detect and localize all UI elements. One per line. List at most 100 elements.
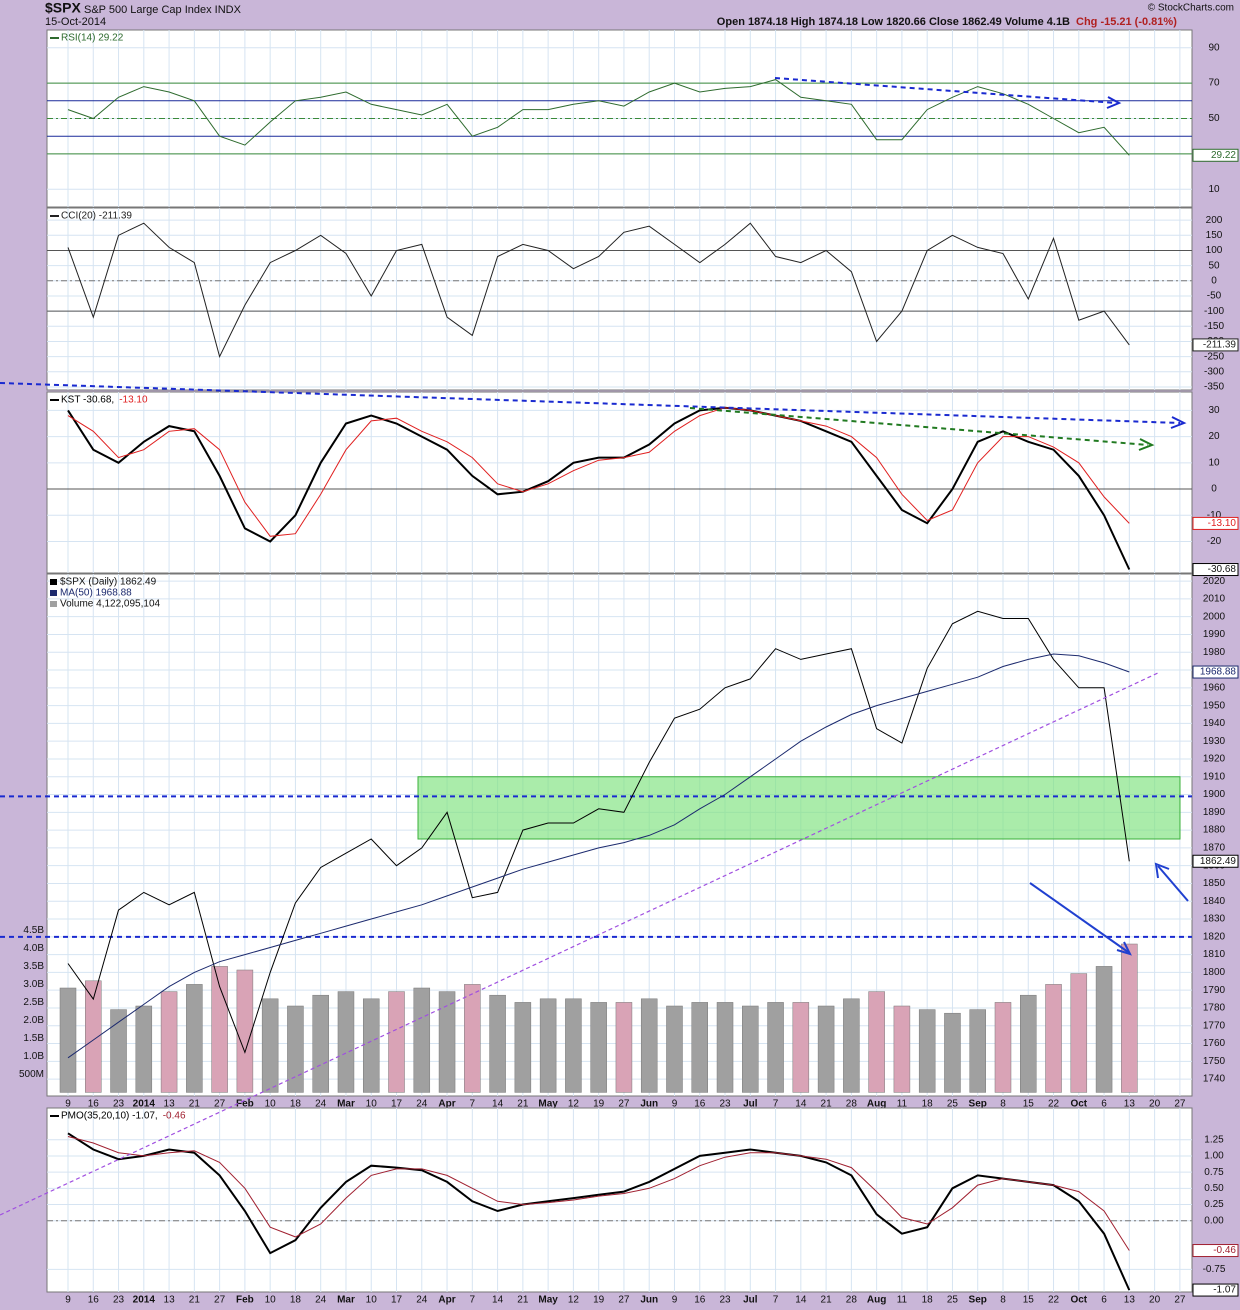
volume-bar bbox=[1020, 994, 1037, 1093]
trend-arrow bbox=[0, 382, 1181, 424]
y2-tick-label: 4.0B bbox=[23, 943, 44, 954]
x-tick-label: 9 bbox=[65, 1099, 71, 1110]
symbol: $SPX bbox=[45, 0, 81, 16]
y-tick-label: 1960 bbox=[1203, 682, 1226, 693]
x-tick-label: Mar bbox=[337, 1099, 355, 1110]
volume-bar bbox=[135, 1005, 153, 1093]
trend-line bbox=[0, 671, 1161, 1216]
legend-swatch bbox=[50, 590, 57, 596]
x-tick-label: 15 bbox=[1023, 1295, 1035, 1306]
y-tick-label: 1770 bbox=[1203, 1020, 1226, 1031]
y-tick-label: 1950 bbox=[1203, 700, 1226, 711]
y-tick-label: 0.75 bbox=[1204, 1167, 1224, 1178]
x-tick-label: 18 bbox=[922, 1099, 934, 1110]
volume-bar bbox=[85, 980, 102, 1093]
date: 15-Oct-2014 bbox=[45, 16, 106, 28]
x-tick-label: 13 bbox=[1124, 1099, 1136, 1110]
y-tick-label: 1740 bbox=[1203, 1074, 1226, 1085]
arrow bbox=[1157, 865, 1189, 902]
y-tick-label: 20 bbox=[1208, 431, 1220, 442]
x-tick-label: 23 bbox=[113, 1099, 125, 1110]
series-line bbox=[67, 1132, 1131, 1291]
volume-bar bbox=[489, 994, 506, 1093]
volume-bar bbox=[565, 998, 582, 1093]
panels: 9070503010RSI(14) 29.2229.22200150100500… bbox=[0, 29, 1239, 1306]
y-tick-label: 90 bbox=[1208, 42, 1220, 53]
y2-tick-label: 1.5B bbox=[23, 1033, 44, 1044]
x-tick-label: 12 bbox=[568, 1295, 580, 1306]
series-line bbox=[67, 222, 1130, 359]
volume-bar bbox=[59, 987, 77, 1093]
y-tick-label: 1.00 bbox=[1204, 1151, 1224, 1162]
x-tick-label: 23 bbox=[113, 1295, 125, 1306]
x-tick-label: 10 bbox=[265, 1099, 277, 1110]
x-tick-label: Jun bbox=[640, 1099, 658, 1110]
x-tick-label: Aug bbox=[867, 1295, 886, 1306]
x-tick-label: 7 bbox=[470, 1099, 476, 1110]
x-tick-label: 23 bbox=[719, 1099, 731, 1110]
value-tag bbox=[1192, 516, 1239, 530]
y-tick-label: -20 bbox=[1207, 536, 1222, 547]
x-tick-label: 21 bbox=[517, 1295, 529, 1306]
x-tick-label: Aug bbox=[867, 1099, 886, 1110]
y-tick-label: 1840 bbox=[1203, 896, 1226, 907]
x-tick-label: 21 bbox=[517, 1099, 529, 1110]
value-tag bbox=[1192, 854, 1239, 868]
x-tick-label: Mar bbox=[337, 1295, 355, 1306]
x-tick-label: 11 bbox=[897, 1295, 908, 1306]
legend-label: -13.10 bbox=[119, 395, 148, 406]
value-tag bbox=[1192, 665, 1239, 679]
volume-bar bbox=[994, 1002, 1012, 1093]
x-tick-label: 19 bbox=[593, 1099, 605, 1110]
x-tick-label: Jun bbox=[640, 1295, 658, 1306]
y-tick-label: 1800 bbox=[1203, 967, 1226, 978]
y-tick-label: 1830 bbox=[1203, 914, 1226, 925]
y-tick-label: 1780 bbox=[1203, 1003, 1226, 1014]
x-tick-label: Apr bbox=[438, 1295, 455, 1306]
y-tick-label: 0.25 bbox=[1204, 1199, 1224, 1210]
value-tag-label: 1862.49 bbox=[1200, 856, 1237, 867]
x-tick-label: 21 bbox=[821, 1295, 833, 1306]
arrow-head bbox=[1170, 416, 1187, 429]
volume-bar bbox=[590, 1002, 607, 1093]
x-tick-label: 6 bbox=[1101, 1099, 1107, 1110]
legend-label: Volume 4,122,095,104 bbox=[60, 599, 161, 610]
x-tick-label: 25 bbox=[947, 1295, 959, 1306]
y-tick-label: -150 bbox=[1204, 321, 1224, 332]
y-tick-label: 1930 bbox=[1203, 736, 1226, 747]
x-tick-label: 10 bbox=[366, 1295, 378, 1306]
x-tick-label: 17 bbox=[391, 1099, 403, 1110]
arrow-head bbox=[1154, 862, 1170, 879]
x-tick-label: 19 bbox=[593, 1295, 605, 1306]
value-tag-label: -0.46 bbox=[1213, 1245, 1236, 1256]
x-tick-label: 8 bbox=[1000, 1295, 1006, 1306]
index-name: S&P 500 Large Cap Index INDX bbox=[84, 4, 242, 16]
x-tick-label: 20 bbox=[1149, 1295, 1161, 1306]
x-tick-label: 21 bbox=[821, 1099, 833, 1110]
y-tick-label: 1790 bbox=[1203, 985, 1226, 996]
x-tick-label: 13 bbox=[1124, 1295, 1136, 1306]
x-tick-label: 15 bbox=[1023, 1099, 1035, 1110]
volume-bar bbox=[514, 1002, 532, 1093]
x-tick-label: 13 bbox=[164, 1295, 176, 1306]
y-tick-label: 1880 bbox=[1203, 825, 1226, 836]
trend-arrow bbox=[689, 407, 1149, 446]
value-tag-label: -30.68 bbox=[1208, 564, 1237, 575]
y2-tick-label: 2.5B bbox=[23, 997, 44, 1008]
y2-tick-label: 4.5B bbox=[23, 925, 44, 936]
y-tick-label: 200 bbox=[1206, 215, 1223, 226]
x-tick-label: 16 bbox=[694, 1295, 706, 1306]
x-tick-label: 20 bbox=[1149, 1099, 1161, 1110]
y2-tick-label: 3.0B bbox=[23, 979, 44, 990]
x-tick-label: 17 bbox=[391, 1295, 403, 1306]
volume-bar bbox=[767, 1002, 784, 1093]
volume-bar bbox=[615, 1002, 633, 1093]
volume-bar bbox=[716, 1002, 734, 1093]
y2-tick-label: 3.5B bbox=[23, 961, 44, 972]
volume-bar bbox=[539, 998, 557, 1093]
arrow bbox=[1029, 882, 1129, 953]
volume-bar bbox=[893, 1005, 911, 1093]
volume-bar bbox=[944, 1012, 961, 1093]
legend-label: PMO(35,20,10) -1.07, bbox=[61, 1111, 158, 1122]
value-tag bbox=[1192, 148, 1239, 162]
